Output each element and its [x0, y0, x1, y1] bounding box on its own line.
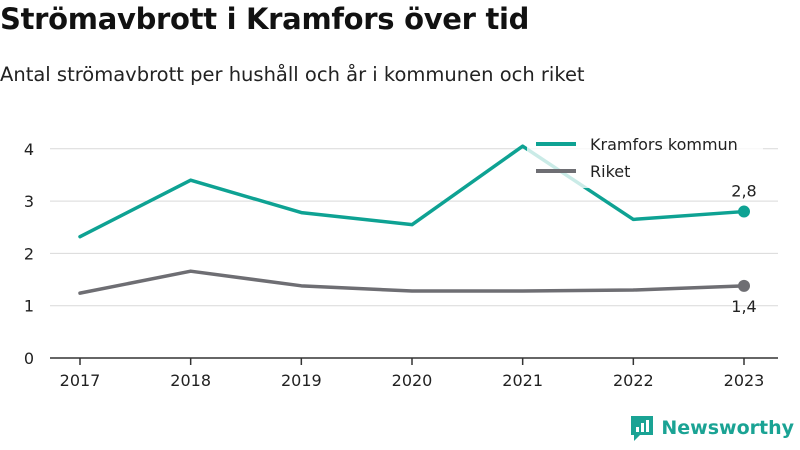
x-tick-label: 2021 — [502, 371, 543, 390]
legend-backdrop — [527, 130, 763, 188]
y-tick-label: 0 — [24, 349, 34, 368]
axes: 0 1 2 3 4 2017 2018 2019 2020 2021 2022 2023 — [24, 140, 778, 390]
end-value-label: 1,4 — [731, 297, 756, 316]
x-tick-label: 2023 — [724, 371, 765, 390]
y-tick-label: 2 — [24, 244, 34, 263]
legend: Kramfors kommun Riket — [527, 130, 763, 188]
x-tick-label: 2020 — [392, 371, 433, 390]
chart-subtitle: Antal strömavbrott per hushåll och år i … — [0, 63, 585, 86]
series-line-kramfors — [78, 144, 746, 239]
y-tick-label: 4 — [24, 140, 34, 159]
x-tick-label: 2022 — [613, 371, 654, 390]
y-tick-label: 1 — [24, 297, 34, 316]
x-tick-label: 2017 — [60, 371, 101, 390]
end-value-label: 2,8 — [731, 182, 756, 201]
x-tick-label: 2018 — [170, 371, 211, 390]
legend-label-kramfors: Kramfors kommun — [590, 135, 738, 154]
series-lines — [78, 144, 746, 295]
legend-label-riket: Riket — [590, 162, 630, 181]
x-tick-label: 2019 — [281, 371, 322, 390]
newsworthy-logo-icon — [631, 416, 654, 441]
series-line-riket — [78, 269, 746, 295]
end-point-marker — [738, 279, 750, 292]
y-tick-label: 3 — [24, 192, 34, 211]
end-markers: 2,8 1,4 — [731, 182, 756, 316]
chart-title: Strömavbrott i Kramfors över tid — [0, 2, 530, 36]
newsworthy-brand: Newsworthy — [629, 414, 794, 442]
brand-name: Newsworthy — [661, 417, 794, 439]
end-point-marker — [738, 205, 750, 218]
